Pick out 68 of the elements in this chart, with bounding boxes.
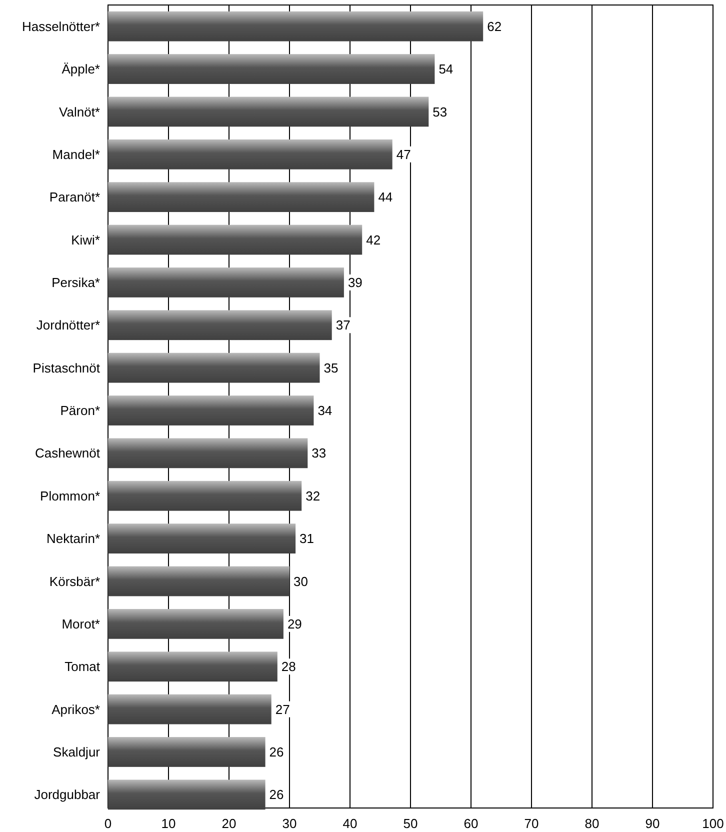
bar [108, 608, 284, 639]
y-tick-label: Päron* [60, 403, 100, 418]
x-tick-label: 100 [702, 816, 724, 831]
y-tick-label: Jordnötter* [36, 318, 100, 333]
data-label: 62 [487, 18, 502, 34]
data-label: 42 [366, 232, 381, 248]
y-tick-label: Valnöt* [59, 104, 100, 120]
bar [108, 96, 429, 127]
data-label: 32 [306, 488, 320, 504]
bar [108, 694, 272, 724]
y-tick-label: Cashewnöt [34, 446, 100, 461]
data-label: 34 [318, 403, 332, 418]
y-tick-label: Skaldjur [53, 744, 101, 760]
x-tick-label: 80 [584, 816, 600, 831]
data-label: 39 [348, 274, 362, 290]
y-tick-label: Pistaschnöt [32, 360, 100, 376]
data-label: 31 [300, 531, 314, 546]
y-tick-label: Äpple* [62, 62, 100, 77]
data-label: 33 [312, 446, 326, 461]
data-label: 47 [396, 146, 411, 162]
y-tick-label: Nektarin* [46, 531, 100, 546]
y-tick-label: Tomat [64, 659, 100, 674]
x-tick-label: 0 [104, 816, 112, 831]
bar [108, 480, 302, 511]
x-tick-label: 60 [464, 816, 478, 831]
x-tick-label: 20 [222, 816, 236, 831]
y-tick-label: Körsbär* [49, 574, 100, 589]
bar [108, 11, 484, 42]
x-tick-label: 90 [645, 816, 660, 831]
bar [108, 737, 266, 767]
y-tick-label: Plommon* [40, 488, 100, 504]
data-label: 26 [269, 744, 284, 760]
bar [108, 268, 344, 298]
y-tick-label: Paranöt* [49, 190, 100, 205]
data-label: 28 [281, 659, 296, 674]
data-label: 26 [269, 787, 284, 802]
bar [108, 352, 320, 383]
x-tick-label: 50 [403, 816, 418, 831]
bar [108, 139, 392, 170]
y-tick-label: Morot* [62, 616, 100, 632]
bar [108, 182, 374, 212]
data-label: 44 [378, 190, 393, 205]
y-tick-label: Aprikos* [52, 702, 100, 717]
data-label: 37 [336, 318, 350, 333]
x-tick-label: 10 [161, 816, 176, 831]
data-label: 35 [324, 360, 338, 376]
y-tick-label: Kiwi* [71, 232, 100, 248]
data-label: 29 [287, 616, 302, 632]
y-tick-label: Mandel* [52, 146, 100, 162]
y-tick-label: Hasselnötter* [22, 18, 100, 34]
x-tick-label: 70 [524, 816, 539, 831]
bar [108, 224, 362, 255]
bar [108, 54, 435, 84]
data-label: 30 [294, 574, 308, 589]
bar [108, 524, 296, 554]
data-label: 54 [438, 62, 454, 77]
bar [108, 652, 278, 682]
y-tick-label: Persika* [52, 274, 100, 290]
y-tick-label: Jordgubbar [34, 787, 101, 802]
data-label: 53 [432, 104, 448, 120]
x-tick-label: 40 [342, 816, 358, 831]
bar [108, 310, 332, 340]
bar [108, 566, 290, 596]
bar [108, 780, 266, 810]
x-tick-label: 30 [282, 816, 297, 831]
data-label: 27 [275, 702, 290, 717]
bar [108, 396, 314, 426]
bar [108, 438, 308, 468]
